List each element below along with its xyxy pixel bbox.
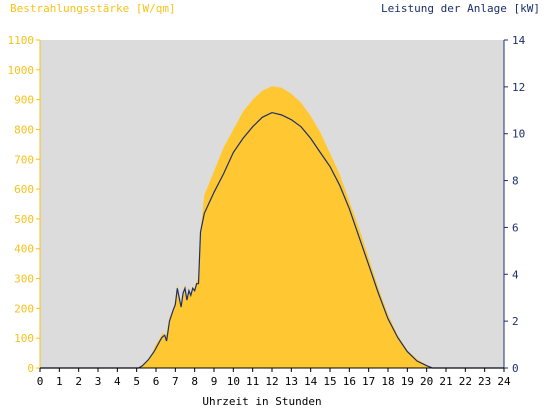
right-tick-label: 4 (512, 268, 519, 281)
x-tick-label: 3 (95, 375, 102, 388)
x-tick-label: 13 (285, 375, 298, 388)
left-tick-label: 500 (14, 213, 34, 226)
irradiance-area (40, 86, 504, 368)
x-tick-label: 5 (133, 375, 140, 388)
x-tick-label: 12 (265, 375, 278, 388)
x-tick-label: 17 (362, 375, 375, 388)
x-tick-label: 21 (439, 375, 452, 388)
x-tick-label: 11 (246, 375, 259, 388)
power-layer (40, 111, 504, 369)
x-tick-label: 23 (478, 375, 491, 388)
x-tick-label: 20 (420, 375, 433, 388)
left-tick-label: 300 (14, 273, 34, 286)
x-tick-label: 16 (343, 375, 356, 388)
x-tick-label: 8 (191, 375, 198, 388)
right-tick-label: 2 (512, 315, 519, 328)
x-tick-label: 7 (172, 375, 179, 388)
power-line (40, 111, 504, 369)
left-axis-title: Bestrahlungsstärke [W/qm] (10, 2, 176, 15)
left-tick-label: 900 (14, 94, 34, 107)
left-tick-label: 1100 (8, 34, 35, 47)
x-tick-label: 18 (381, 375, 394, 388)
x-tick-label: 1 (56, 375, 63, 388)
left-tick-label: 1000 (8, 64, 35, 77)
right-tick-label: 14 (512, 34, 526, 47)
right-tick-label: 12 (512, 81, 525, 94)
x-tick-label: 6 (153, 375, 160, 388)
left-tick-label: 0 (27, 362, 34, 375)
x-tick-label: 24 (497, 375, 511, 388)
x-tick-label: 4 (114, 375, 121, 388)
x-tick-label: 9 (211, 375, 218, 388)
x-tick-label: 22 (459, 375, 472, 388)
x-tick-label: 19 (401, 375, 414, 388)
right-tick-label: 0 (512, 362, 519, 375)
x-axis-title: Uhrzeit in Stunden (202, 395, 321, 408)
x-tick-label: 2 (75, 375, 82, 388)
left-tick-label: 800 (14, 123, 34, 136)
right-tick-label: 10 (512, 128, 525, 141)
right-tick-label: 8 (512, 175, 519, 188)
left-tick-label: 700 (14, 153, 34, 166)
right-tick-label: 6 (512, 221, 519, 234)
x-tick-label: 15 (323, 375, 336, 388)
left-tick-label: 400 (14, 243, 34, 256)
left-tick-label: 100 (14, 332, 34, 345)
x-tick-label: 10 (227, 375, 240, 388)
x-tick-label: 14 (304, 375, 318, 388)
ticks-layer: 0100200300400500600700800900100011000246… (8, 34, 526, 388)
left-tick-label: 600 (14, 183, 34, 196)
right-axis-title: Leistung der Anlage [kW] (381, 2, 540, 15)
left-tick-label: 200 (14, 302, 34, 315)
x-tick-label: 0 (37, 375, 44, 388)
irradiance-layer (40, 86, 504, 368)
